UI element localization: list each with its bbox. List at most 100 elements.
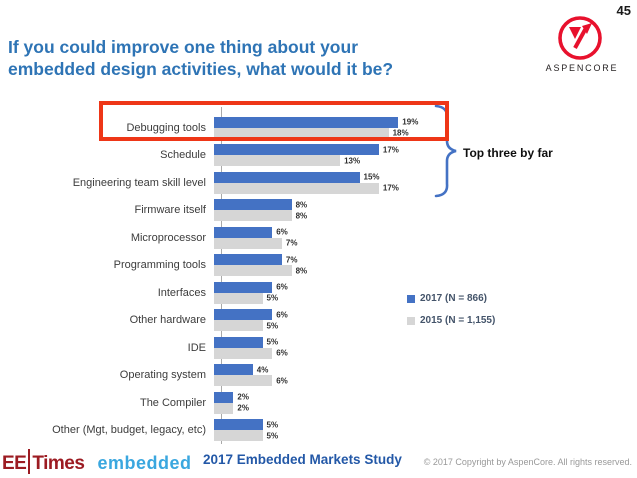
chart-row: Programming tools 7% 8% [0, 252, 470, 280]
chart-row: Firmware itself 8% 8% [0, 197, 470, 225]
footer-copyright: © 2017 Copyright by AspenCore. All right… [423, 457, 632, 467]
slide-title-line1: If you could improve one thing about you… [8, 37, 358, 57]
value-label: 19% [402, 117, 419, 127]
value-label: 18% [392, 128, 409, 138]
bar-2015: 8% [214, 210, 307, 222]
value-label: 17% [382, 183, 399, 193]
bar-group: 5% 6% [214, 334, 470, 362]
legend-label: 2017 (N = 866) [420, 293, 487, 304]
bar-2015: 7% [214, 237, 297, 249]
value-label: 8% [295, 200, 308, 210]
bar-2017: 6% [214, 281, 288, 293]
value-label: 6% [276, 310, 288, 320]
value-label: 5% [266, 293, 279, 303]
highlight-rectangle [99, 101, 449, 141]
bar-2017: 17% [214, 144, 399, 156]
value-label: 6% [276, 348, 288, 358]
bar-group: 7% 8% [214, 252, 470, 280]
legend-item: 2017 (N = 866) [407, 293, 495, 304]
bar-2017: 2% [214, 391, 249, 403]
bar-group: 17% 13% [214, 142, 470, 170]
bar-2015: 8% [214, 265, 307, 277]
value-label: 13% [344, 156, 361, 166]
legend-item: 2015 (N = 1,155) [407, 315, 495, 326]
chart-row: Interfaces 6% 5% [0, 279, 470, 307]
category-label: Schedule [160, 149, 206, 162]
bar-2015: 13% [214, 155, 360, 167]
bar-2015: 5% [214, 292, 278, 304]
legend-label: 2015 (N = 1,155) [420, 315, 496, 326]
category-label: Engineering team skill level [72, 176, 206, 189]
bar-group: 6% 7% [214, 224, 470, 252]
chart-row: Engineering team skill level 15% 17% [0, 169, 470, 197]
category-label: Microprocessor [130, 231, 206, 244]
chart-annotation: Top three by far [463, 146, 553, 160]
bar-2017: 19% [214, 116, 418, 128]
chart-row: Microprocessor 6% 7% [0, 224, 470, 252]
page-number: 45 [616, 3, 631, 18]
chart-legend: 2017 (N = 866) 2015 (N = 1,155) [407, 293, 495, 337]
eetimes-logo-ee: EE [2, 453, 27, 474]
category-label: The Compiler [139, 396, 206, 409]
aspencore-logo-text: ASPENCORE [545, 63, 619, 73]
chart-row: Debugging tools 19% 18% [0, 114, 470, 142]
category-label: Interfaces [157, 286, 206, 299]
value-label: 5% [266, 431, 279, 441]
eetimes-logo-times: Times [32, 453, 85, 474]
embedded-logo-text: embedded [97, 453, 192, 473]
bar-group: 6% 5% [214, 307, 470, 335]
bar-2015: 6% [214, 347, 288, 359]
bar-group: 15% 17% [214, 169, 470, 197]
category-label: IDE [187, 341, 206, 354]
chart-row: IDE 5% 6% [0, 334, 470, 362]
value-label: 2% [237, 392, 249, 402]
value-label: 2% [237, 403, 249, 413]
value-label: 4% [256, 365, 269, 375]
category-label: Firmware itself [134, 204, 206, 217]
bar-2015: 2% [214, 402, 249, 414]
bar-2017: 8% [214, 199, 307, 211]
slide-title: If you could improve one thing about you… [8, 36, 448, 80]
bar-2015: 5% [214, 320, 278, 332]
bar-2017: 7% [214, 254, 297, 266]
value-label: 15% [363, 172, 380, 182]
bar-2017: 5% [214, 419, 278, 431]
value-label: 5% [266, 321, 279, 331]
value-label: 5% [266, 420, 279, 430]
value-label: 6% [276, 282, 288, 292]
value-label: 8% [295, 266, 308, 276]
bar-group: 8% 8% [214, 197, 470, 225]
bar-group: 2% 2% [214, 389, 470, 417]
chart-row: Operating system 4% 6% [0, 362, 470, 390]
category-label: Other hardware [129, 314, 206, 327]
bar-2015: 6% [214, 375, 288, 387]
value-label: 7% [285, 238, 298, 248]
eetimes-logo-divider [28, 449, 31, 474]
category-label: Programming tools [113, 259, 206, 272]
bar-2017: 15% [214, 171, 380, 183]
bar-2017: 6% [214, 226, 288, 238]
bar-2015: 5% [214, 430, 278, 442]
bar-2017: 6% [214, 309, 288, 321]
legend-swatch-icon [407, 294, 415, 303]
bar-2017: 4% [214, 364, 268, 376]
bar-2015: 17% [214, 182, 399, 194]
bar-group: 19% 18% [214, 114, 470, 142]
bar-group: 6% 5% [214, 279, 470, 307]
aspencore-logo-icon [558, 16, 602, 60]
chart-row: The Compiler 2% 2% [0, 389, 470, 417]
eetimes-logo: EE Times embedded [2, 449, 191, 474]
bar-group: 4% 6% [214, 362, 470, 390]
value-label: 5% [266, 337, 279, 347]
chart-row: Other hardware 6% 5% [0, 307, 470, 335]
chart-row: Schedule 17% 13% [0, 142, 470, 170]
value-label: 7% [285, 255, 298, 265]
bar-2017: 5% [214, 336, 278, 348]
footer-study-title: 2017 Embedded Markets Study [203, 452, 402, 467]
chart-row: Other (Mgt, budget, legacy, etc) 5% 5% [0, 417, 470, 445]
value-label: 6% [276, 376, 288, 386]
value-label: 17% [382, 145, 399, 155]
category-label: Debugging tools [126, 121, 206, 134]
bar-2015: 18% [214, 127, 409, 139]
